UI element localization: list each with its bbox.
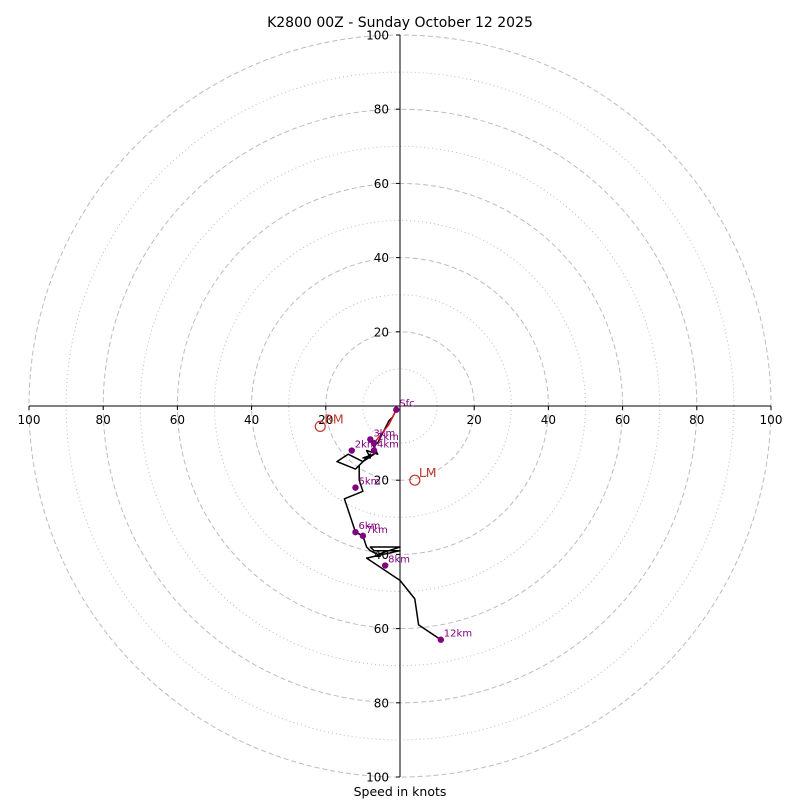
tick-label-down: 100: [366, 771, 389, 785]
height-marker-label: Sfc: [399, 399, 414, 410]
tick-label-left: 20: [318, 413, 333, 427]
height-marker-point: [359, 532, 367, 540]
tick-label-right: 20: [467, 413, 482, 427]
tick-label-left: 40: [244, 413, 259, 427]
storm-motion-marker: [409, 474, 421, 486]
tick-label-left: 100: [18, 413, 41, 427]
tick-label-up: 80: [374, 103, 389, 117]
x-axis-label: Speed in knots: [354, 784, 447, 799]
tick-label-left: 80: [96, 413, 111, 427]
tick-label-up: 100: [366, 29, 389, 43]
height-marker-label: 12km: [444, 629, 472, 640]
height-marker-point: [381, 562, 389, 569]
tick-label-right: 80: [689, 413, 704, 427]
tick-label-down: 80: [374, 696, 389, 710]
tick-label-up: 20: [374, 325, 389, 339]
height-marker-point: [437, 636, 445, 643]
tick-label-up: 40: [374, 251, 389, 265]
storm-motion-marker: [314, 420, 326, 433]
height-marker-point: [352, 528, 359, 536]
height-marker-point: [370, 447, 378, 454]
tick-label-down: 60: [374, 622, 389, 636]
tick-label-left: 60: [170, 413, 185, 427]
tick-labels: 100 80 60 40 20 20 40 60 80 100204060801002040608…: [18, 29, 783, 785]
height-marker-label: 6km: [358, 521, 380, 532]
axes: [29, 35, 771, 777]
height-marker-point: [393, 406, 400, 413]
height-marker-label: 5km: [358, 477, 380, 488]
height-marker-point: [352, 484, 359, 491]
height-marker-label: 2km: [355, 440, 377, 451]
height-marker-label: 4km: [377, 440, 399, 451]
chart-title: K2800 00Z - Sunday October 12 2025: [267, 15, 533, 31]
hodograph-0-1km-segment: [373, 409, 397, 444]
height-marker-label: 7km: [366, 525, 388, 536]
height-marker-point: [367, 436, 374, 443]
tick-label-right: 60: [615, 413, 630, 427]
height-marker-point: [348, 447, 355, 454]
storm-motion-label: LM: [419, 465, 437, 480]
height-marker-label: 3km: [373, 428, 395, 439]
tick-label-right: 100: [760, 413, 783, 427]
tick-label-down: 20: [374, 474, 389, 488]
height-marker-label: 1km: [377, 432, 399, 443]
storm-motions: RM LM: [314, 411, 437, 486]
tick-label-right: 40: [541, 413, 556, 427]
height-marker-label: 8km: [388, 555, 410, 566]
storm-motion-label: RM: [324, 411, 343, 426]
tick-label-up: 60: [374, 177, 389, 191]
